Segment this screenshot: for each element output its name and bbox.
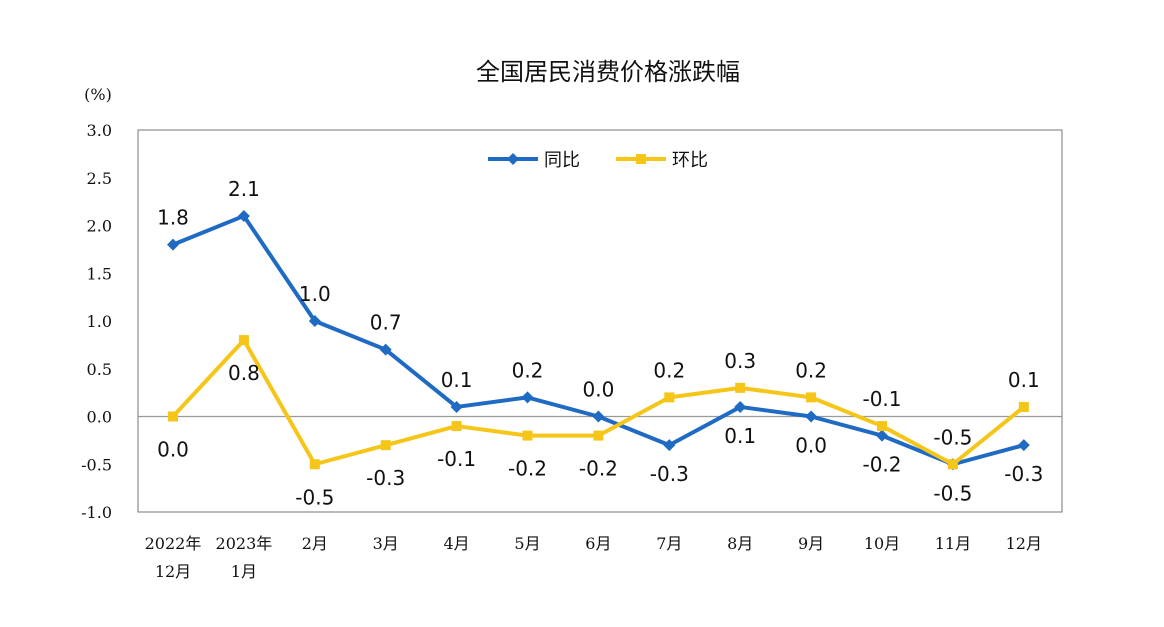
x-tick-label: 7月 (656, 534, 682, 553)
data-point-marker (237, 209, 250, 222)
data-label: 1.0 (299, 282, 331, 306)
data-point-marker (664, 392, 675, 403)
data-label: -0.3 (366, 466, 405, 490)
data-point-marker (522, 430, 533, 441)
x-tick-label: 3月 (373, 534, 399, 553)
legend: 同比 环比 (488, 150, 708, 171)
data-label: -0.3 (1004, 462, 1043, 486)
x-tick-label: 6月 (585, 534, 611, 553)
legend-marker (507, 153, 519, 165)
data-point-marker (308, 315, 321, 327)
data-point-marker (238, 335, 249, 346)
data-label: 0.0 (795, 434, 827, 458)
series-lines (171, 213, 1026, 467)
data-label: -0.5 (933, 481, 972, 505)
data-label: -0.5 (295, 485, 334, 509)
data-point-marker (592, 410, 605, 423)
data-point-marker (735, 382, 746, 393)
data-label: 0.2 (512, 358, 544, 382)
y-axis-unit: (%) (84, 85, 112, 104)
y-tick-label: 0.5 (87, 360, 112, 379)
data-point-marker (451, 421, 462, 432)
data-label: 0.0 (157, 438, 189, 462)
x-tick-label: 10月 (864, 534, 900, 553)
data-point-marker (876, 429, 888, 442)
legend-marker (636, 154, 646, 164)
x-tick-label: 4月 (444, 534, 470, 553)
data-label: 0.0 (582, 378, 614, 402)
x-axis-tick-labels: 2022年 12月 2023年 1月 2月 3月 4月 5月 6月 7月 8月 9月 10月 11月 12月 (145, 534, 1042, 581)
x-tick-label: 11月 (935, 534, 971, 553)
data-point-marker (309, 459, 320, 470)
data-label: 0.2 (653, 358, 685, 382)
data-point-marker (379, 343, 392, 356)
data-label: -0.2 (579, 457, 618, 481)
y-tick-label: 0.0 (87, 408, 112, 427)
data-point-marker (380, 440, 391, 451)
data-point-marker (167, 238, 179, 251)
data-point-marker (805, 410, 818, 423)
x-tick-label: 2月 (302, 534, 328, 553)
data-point-marker (734, 400, 747, 413)
x-tick-label: 2022年 (145, 534, 202, 553)
data-label: 2.1 (228, 177, 260, 201)
data-label: -0.1 (437, 447, 476, 471)
data-point-marker (521, 391, 534, 404)
x-tick-label: 8月 (727, 534, 753, 553)
y-tick-label: 3.0 (87, 121, 112, 140)
data-labels: 1.8 0.0 2.1 0.8 1.0 -0.5 0.7 -0.3 0.1 -0.1 0.2 -0.2… (157, 177, 1043, 509)
chart-title: 全国居民消费价格涨跌幅 (476, 58, 740, 86)
x-tick-label: 9月 (798, 534, 824, 553)
data-label: -0.5 (933, 425, 972, 449)
y-tick-label: 2.5 (87, 169, 112, 188)
data-point-marker (593, 430, 604, 441)
data-point-marker (877, 421, 887, 432)
data-label: -0.1 (862, 387, 901, 411)
y-tick-label: -0.5 (81, 455, 112, 474)
x-tick-label: 1月 (231, 562, 257, 581)
data-label: 0.8 (228, 361, 260, 385)
data-label: 0.1 (441, 368, 473, 392)
data-label: 0.7 (370, 311, 402, 335)
data-label: 0.2 (795, 358, 827, 382)
plot-area-frame (137, 129, 1063, 513)
data-point-marker (168, 411, 178, 422)
data-point-marker (1017, 439, 1030, 452)
data-label: 1.8 (157, 206, 189, 230)
data-point-marker (947, 459, 958, 470)
data-label: 0.3 (724, 349, 756, 373)
legend-label: 环比 (672, 150, 708, 171)
data-label: 0.1 (1008, 368, 1040, 392)
data-point-marker (663, 439, 676, 452)
legend-label: 同比 (544, 150, 580, 171)
x-tick-label: 2023年 (216, 534, 273, 553)
data-point-marker (1018, 401, 1029, 412)
y-tick-label: 1.0 (87, 312, 112, 331)
series-markers (167, 209, 1030, 471)
x-tick-label: 12月 (155, 562, 191, 581)
y-tick-label: 1.5 (87, 264, 112, 283)
data-label: -0.2 (508, 457, 547, 481)
series-line-1 (172, 213, 1025, 467)
data-label: -0.2 (862, 453, 901, 477)
data-point-marker (806, 392, 817, 403)
y-tick-label: -1.0 (81, 503, 112, 522)
x-tick-label: 5月 (514, 534, 540, 553)
y-tick-label: 2.0 (87, 217, 112, 236)
data-label: -0.3 (650, 462, 689, 486)
x-tick-label: 12月 (1006, 534, 1042, 553)
data-label: 0.1 (724, 424, 756, 448)
y-axis-tick-labels: 3.0 2.5 2.0 1.5 1.0 0.5 0.0 -0.5 -1.0 (81, 121, 112, 522)
data-point-marker (450, 400, 463, 413)
